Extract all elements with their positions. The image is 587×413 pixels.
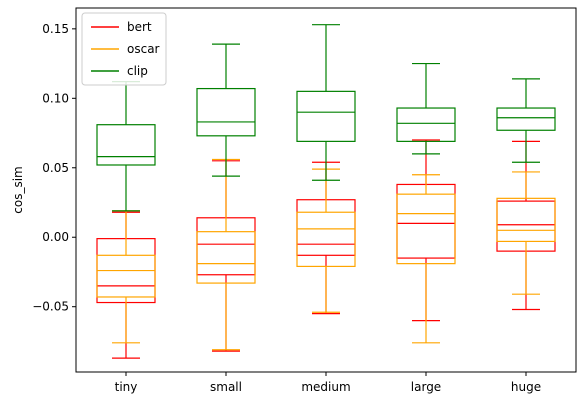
- box-iqr: [496, 197, 556, 243]
- x-tick-label: large: [411, 380, 441, 394]
- box-iqr: [196, 87, 256, 137]
- box-iqr: [196, 231, 256, 284]
- box-clip-medium: [296, 24, 356, 181]
- y-axis-label: cos_sim: [11, 166, 25, 213]
- box-iqr: [296, 211, 356, 268]
- y-tick-label: 0.10: [42, 91, 69, 105]
- legend: bert oscar clip: [81, 12, 167, 86]
- box-iqr: [96, 254, 156, 298]
- x-tick-label: small: [210, 380, 242, 394]
- y-tick-label: 0.05: [42, 161, 69, 175]
- y-tick-label: 0.15: [42, 22, 69, 36]
- series-clip: [96, 24, 556, 212]
- box-oscar-huge: [496, 171, 556, 295]
- x-tick-label: medium: [301, 380, 350, 394]
- x-tick-label: huge: [511, 380, 541, 394]
- legend-label-clip: clip: [127, 64, 148, 78]
- box-oscar-small: [196, 158, 256, 351]
- legend-frame: [81, 12, 167, 86]
- box-iqr: [396, 183, 456, 259]
- x-tick-label: tiny: [115, 380, 138, 394]
- series-oscar: [96, 158, 556, 351]
- box-clip-large: [396, 62, 456, 155]
- box-oscar-medium: [296, 168, 356, 313]
- box-iqr: [496, 107, 556, 131]
- plot-area: [96, 24, 556, 359]
- legend-label-oscar: oscar: [127, 42, 160, 56]
- box-iqr: [296, 90, 356, 142]
- box-iqr: [396, 193, 456, 265]
- box-iqr: [96, 124, 156, 166]
- box-clip-huge: [496, 78, 556, 163]
- box-iqr: [396, 107, 456, 142]
- box-clip-tiny: [96, 81, 156, 212]
- y-tick-label: −0.05: [32, 300, 69, 314]
- box-oscar-large: [396, 174, 456, 344]
- legend-label-bert: bert: [127, 20, 152, 34]
- axes: −0.05 0.00 0.05 0.10 0.15 tiny small medium larg…: [11, 7, 577, 394]
- box-clip-small: [196, 43, 256, 177]
- box-oscar-tiny: [96, 210, 156, 344]
- y-tick-label: 0.00: [42, 230, 69, 244]
